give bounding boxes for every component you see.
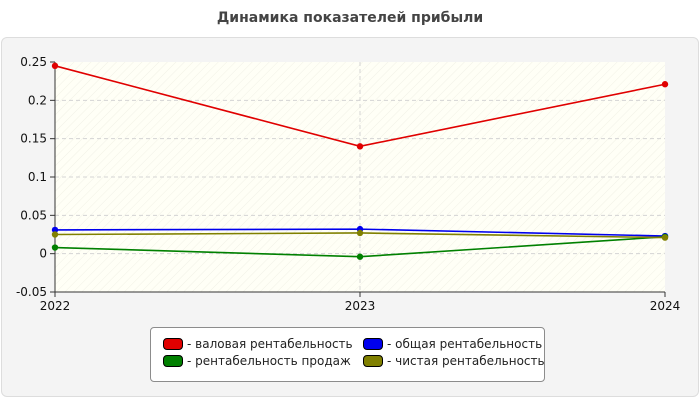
- x-tick-label: 2022: [40, 299, 71, 313]
- data-point-0: [661, 81, 669, 88]
- y-tick-label: 0.2: [28, 93, 47, 107]
- legend-swatch: [363, 338, 383, 350]
- legend-item-sales: - рентабельность продаж: [163, 354, 351, 368]
- legend: - валовая рентабельность - общая рентабе…: [150, 327, 545, 382]
- data-point-2: [51, 244, 59, 251]
- data-point-1: [51, 226, 59, 234]
- data-point-0: [51, 62, 59, 70]
- legend-swatch: [163, 355, 183, 367]
- legend-swatch: [363, 355, 383, 367]
- x-tick-label: 2023: [345, 299, 376, 313]
- y-tick-label: 0: [39, 247, 47, 261]
- y-tick-label: -0.05: [16, 285, 47, 299]
- legend-label: - валовая рентабельность: [187, 337, 353, 351]
- y-tick-label: 0.25: [20, 55, 47, 69]
- chart-title: Динамика показателей прибыли: [216, 10, 484, 26]
- x-tick-label: 2024: [650, 299, 681, 313]
- data-point-3: [51, 231, 59, 238]
- legend-label: - рентабельность продаж: [187, 354, 351, 368]
- data-point-3: [661, 234, 669, 241]
- data-point-3: [356, 229, 364, 237]
- data-point-0: [356, 143, 364, 150]
- legend-label: - общая рентабельность: [387, 337, 543, 351]
- legend-label: - чистая рентабельность: [387, 354, 545, 368]
- y-tick-label: 0.1: [28, 170, 47, 184]
- y-tick-label: 0.15: [20, 132, 47, 146]
- legend-item-net: - чистая рентабельность: [363, 354, 545, 368]
- data-point-2: [356, 253, 364, 260]
- legend-item-total: - общая рентабельность: [363, 337, 542, 351]
- y-tick-label: 0.05: [20, 208, 47, 222]
- legend-item-gross: - валовая рентабельность: [163, 337, 353, 351]
- legend-swatch: [163, 338, 183, 350]
